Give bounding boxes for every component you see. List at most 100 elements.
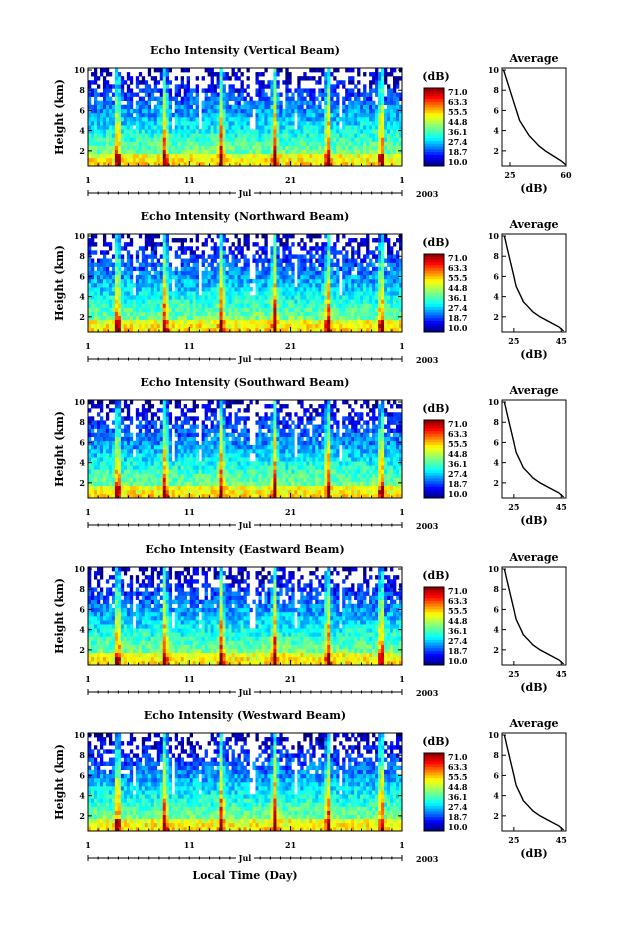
colorbar-segment <box>424 475 444 479</box>
y-tick-label: 2 <box>79 645 85 655</box>
average-profile-line <box>502 69 567 166</box>
colorbar-segment <box>424 309 444 313</box>
average-title: Average <box>508 218 558 231</box>
colorbar-tick-label: 55.5 <box>448 772 467 782</box>
colorbar-segment <box>424 129 444 133</box>
panel-3: Echo Intensity (Southward Beam) 2 4 6 8 10 Hei… <box>53 376 567 531</box>
colorbar-segment <box>424 267 444 272</box>
colorbar-tick-label: 71.0 <box>448 586 468 596</box>
colorbar-segment <box>424 803 444 807</box>
colorbar-tick-label: 10.0 <box>448 323 468 333</box>
x-tick-label: 1 <box>85 507 91 517</box>
colorbar-tick-label: 36.1 <box>448 293 467 303</box>
colorbar-segment <box>424 93 444 97</box>
colorbar-tick-label: 27.4 <box>448 303 468 313</box>
y-axis-label: Height (km) <box>53 578 66 654</box>
y-axis-label: Height (km) <box>53 744 66 820</box>
colorbar-segment <box>424 256 444 260</box>
colorbar-segment <box>424 484 444 488</box>
y-tick-label: 6 <box>79 604 85 614</box>
x-tick-label: 1 <box>399 175 405 185</box>
colorbar-tick-label: 63.3 <box>448 263 468 273</box>
month-label: Jul <box>238 687 252 697</box>
colorbar-segment <box>424 99 444 103</box>
colorbar-tick-label: 63.3 <box>448 97 468 107</box>
colorbar-segment <box>424 780 444 785</box>
heatmap-frame <box>87 233 403 333</box>
x-tick-label: 21 <box>285 840 296 850</box>
avg-y-tick-label: 4 <box>493 292 499 302</box>
colorbar-segment <box>424 254 444 258</box>
x-tick-label: 21 <box>285 175 296 185</box>
panel-title: Echo Intensity (Northward Beam) <box>141 210 350 223</box>
colorbar-title: (dB) <box>422 402 449 415</box>
average-profile-line <box>503 401 565 498</box>
y-tick-label: 4 <box>79 625 85 635</box>
colorbar-segment <box>424 642 444 646</box>
avg-y-tick-label: 2 <box>493 645 499 655</box>
y-tick-label: 4 <box>79 292 85 302</box>
y-tick-label: 2 <box>79 478 85 488</box>
colorbar-segment <box>424 323 444 327</box>
y-tick-label: 2 <box>79 146 85 156</box>
average-title: Average <box>508 551 558 564</box>
month-label-bg <box>236 354 254 364</box>
colorbar-segment <box>424 436 444 440</box>
colorbar-segment <box>424 143 444 147</box>
heatmap-cells <box>88 733 403 832</box>
colorbar-segment <box>424 163 444 167</box>
x-tick-label: 1 <box>399 341 405 351</box>
colorbar-segment <box>424 290 444 294</box>
x-tick-label: 21 <box>285 341 296 351</box>
month-label-bg <box>236 687 254 697</box>
x-tick-label: 1 <box>85 674 91 684</box>
colorbar-tick-label: 71.0 <box>448 419 468 429</box>
colorbar-segment <box>424 107 444 111</box>
colorbar-segment <box>424 614 444 619</box>
colorbar-segment <box>424 792 444 796</box>
avg-y-tick-label: 4 <box>493 126 499 136</box>
colorbar-segment <box>424 96 444 100</box>
colorbar-segment <box>424 160 444 164</box>
avg-y-tick-label: 10 <box>488 564 500 574</box>
colorbar-tick-label: 10.0 <box>448 822 468 832</box>
colorbar-segment <box>424 472 444 477</box>
average-x-label: (dB) <box>520 847 547 860</box>
colorbar-segment <box>424 817 444 821</box>
colorbar-segment <box>424 628 444 632</box>
colorbar-segment <box>424 287 444 291</box>
colorbar-segment <box>424 118 444 122</box>
colorbar-segment <box>424 486 444 491</box>
heatmap-cells <box>88 234 403 333</box>
colorbar-segment <box>424 115 444 120</box>
colorbar-segment <box>424 293 444 297</box>
colorbar-segment <box>424 127 444 131</box>
avg-y-tick-label: 2 <box>493 478 499 488</box>
colorbar-segment <box>424 152 444 156</box>
y-tick-label: 10 <box>74 231 86 241</box>
year-label: 2003 <box>416 688 439 698</box>
colorbar-segment <box>424 653 444 658</box>
avg-y-tick-label: 10 <box>488 397 500 407</box>
colorbar-frame <box>423 752 445 832</box>
colorbar-segment <box>424 281 444 286</box>
colorbar-segment <box>424 758 444 762</box>
colorbar-tick-label: 44.8 <box>448 283 468 293</box>
y-tick-label: 4 <box>79 126 85 136</box>
x-tick-label: 1 <box>85 341 91 351</box>
colorbar-segment <box>424 121 444 125</box>
colorbar-tick-label: 55.5 <box>448 439 467 449</box>
year-label: 2003 <box>416 521 439 531</box>
colorbar-segment <box>424 306 444 311</box>
colorbar-segment <box>424 772 444 776</box>
colorbar-segment <box>424 298 444 302</box>
panel-4: Echo Intensity (Eastward Beam) 2 4 6 8 10 Heig… <box>53 543 567 698</box>
average-x-label: (dB) <box>520 514 547 527</box>
colorbar-segment <box>424 101 444 106</box>
colorbar-title: (dB) <box>422 569 449 582</box>
colorbar-tick-label: 63.3 <box>448 429 468 439</box>
heatmap-frame <box>87 732 403 832</box>
average-profile-line <box>503 734 565 831</box>
year-label: 2003 <box>416 189 439 199</box>
